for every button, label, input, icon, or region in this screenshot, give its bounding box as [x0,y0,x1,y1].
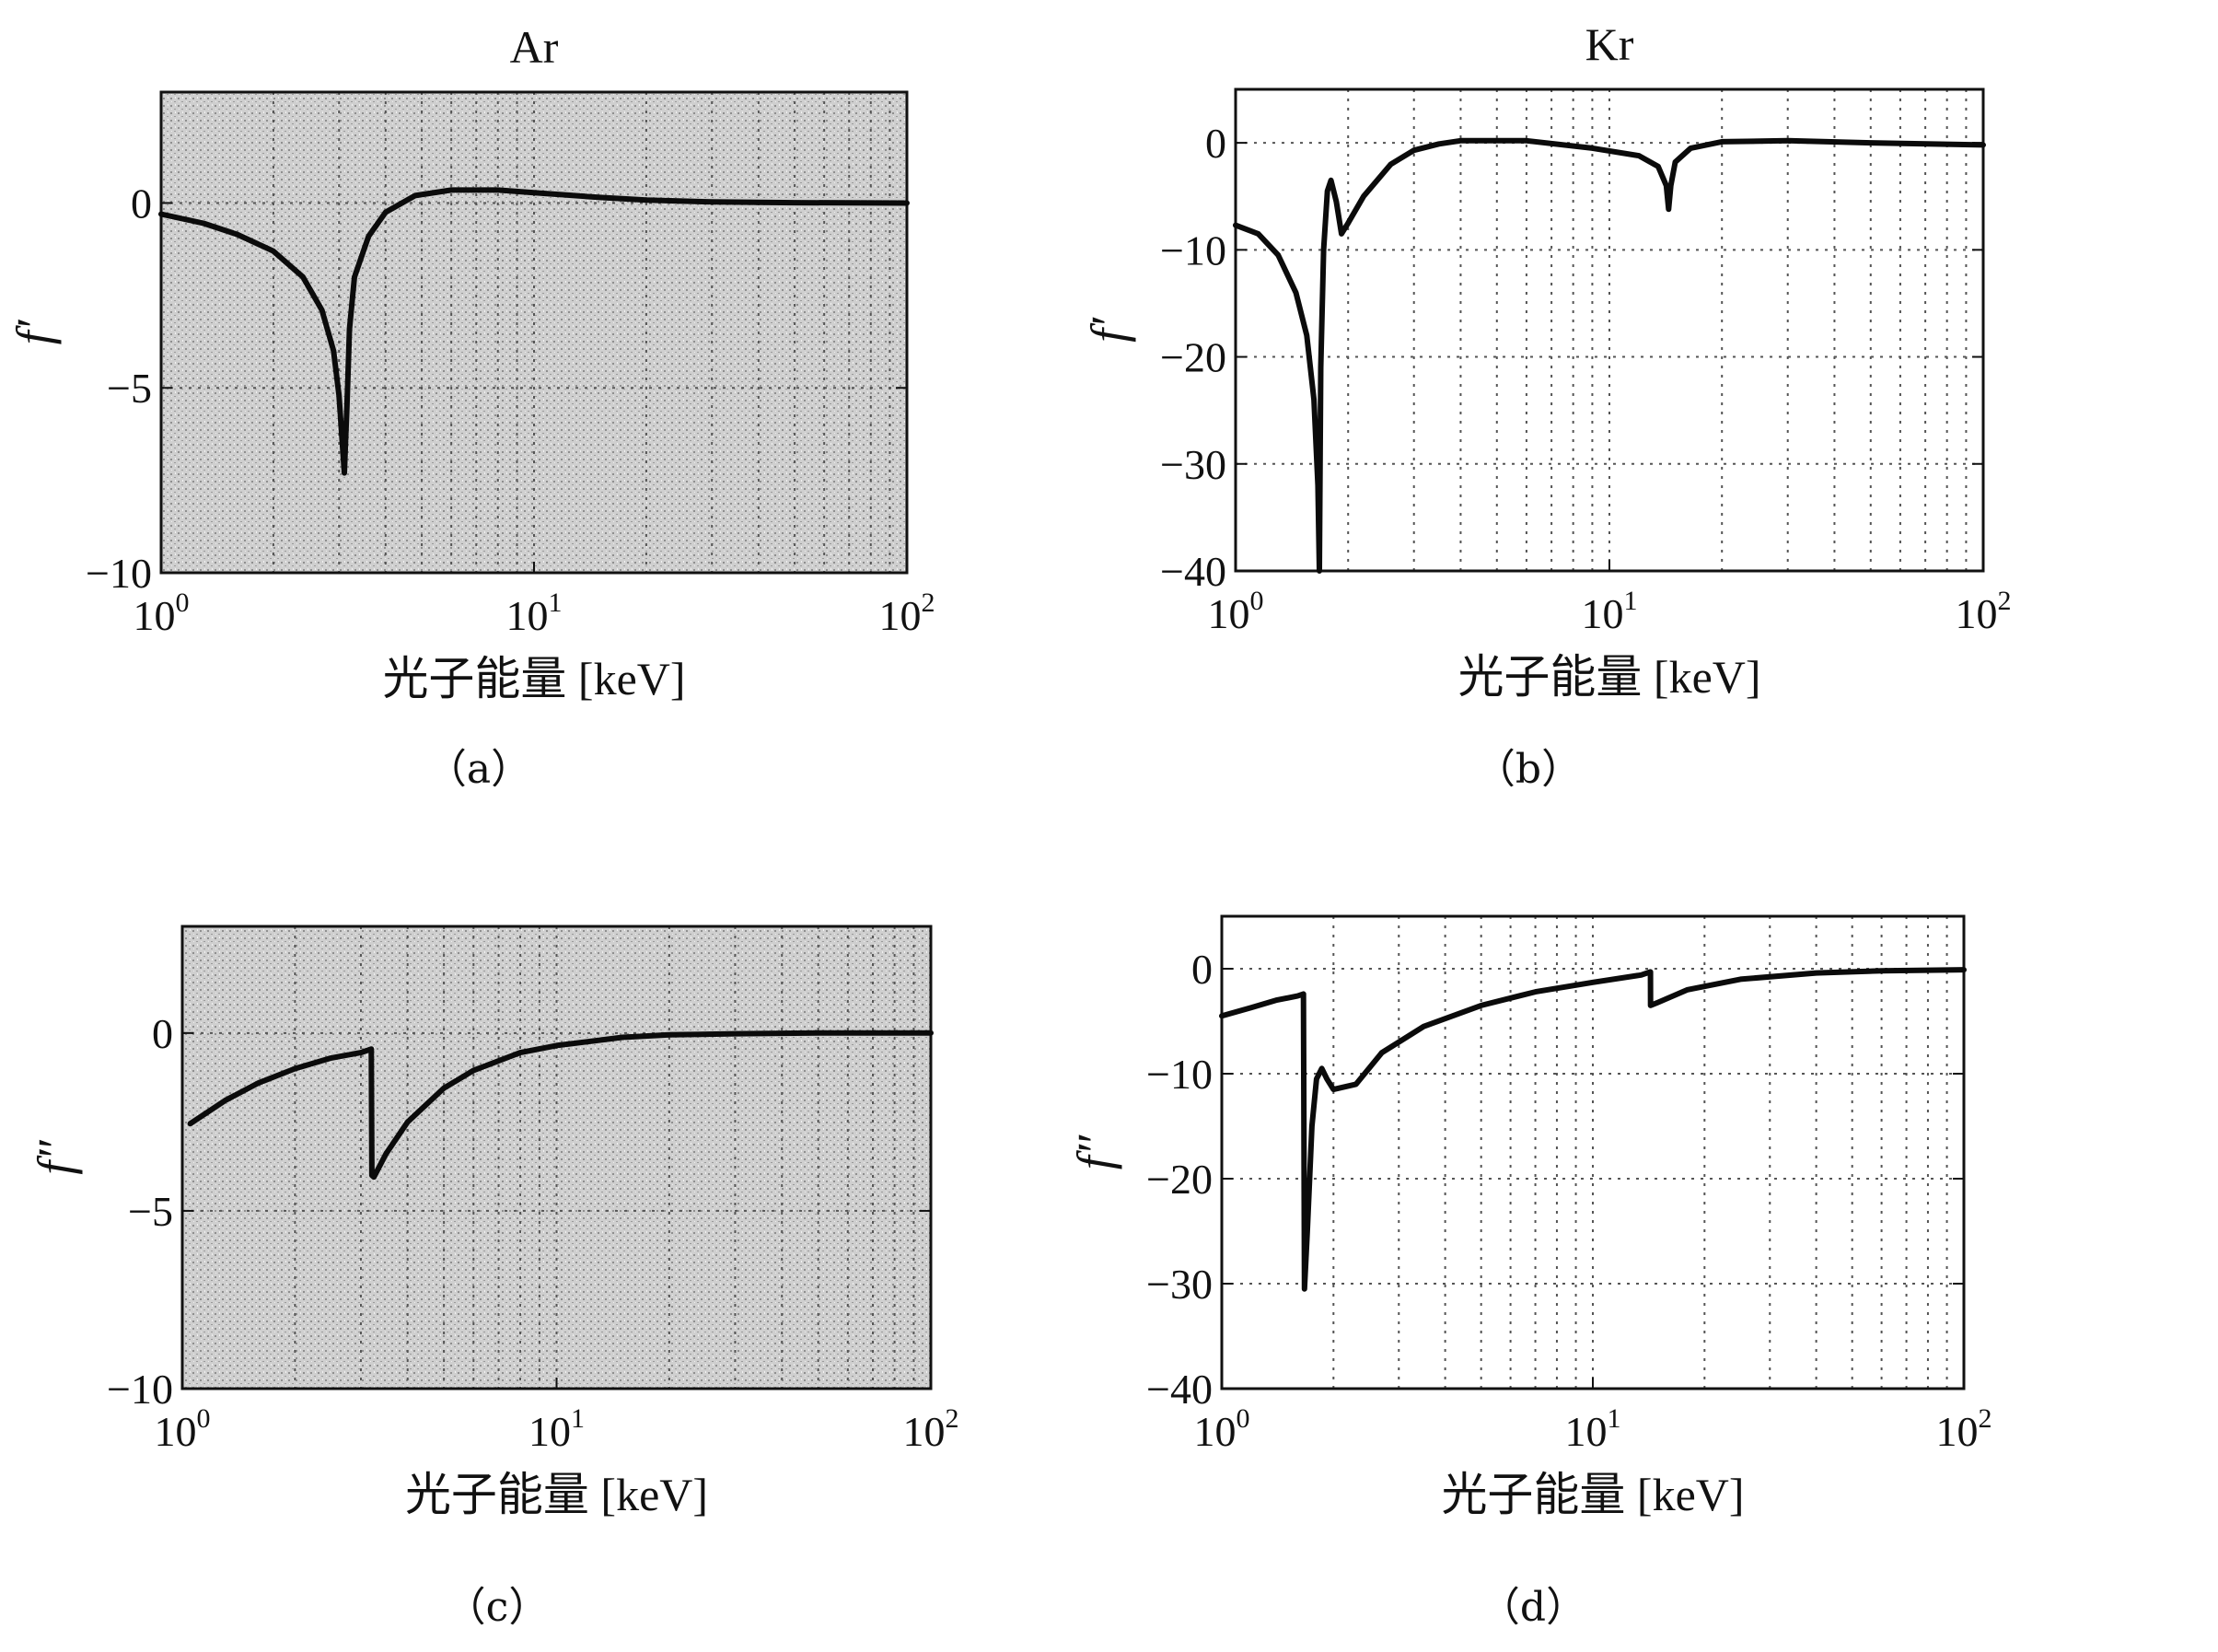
y-axis-label: f″ [28,1140,83,1175]
y-tick-label: −10 [1146,1051,1213,1098]
series-line-a [158,187,910,476]
series-line-b [1233,137,1986,574]
series-line-c [187,1030,934,1181]
x-tick-label: 101 [1565,1403,1621,1455]
plot-area-d [1222,916,1964,1389]
panel-caption: （c） [446,1584,550,1631]
y-tick-label: 0 [1205,120,1226,167]
chart-title: Kr [1585,18,1634,70]
x-tick-label: 102 [903,1403,959,1455]
y-tick-label: −10 [86,550,152,597]
y-tick-label: −30 [1160,441,1226,488]
y-tick-label: −5 [107,365,152,412]
y-tick-label: 0 [131,180,152,227]
chart-title: Ar [510,21,559,73]
x-tick-label: 101 [528,1403,585,1455]
y-axis-label: f′ [6,319,62,344]
panel-caption: （d） [1480,1584,1586,1631]
y-tick-label: −10 [1160,227,1226,273]
panel-caption: （b） [1475,746,1582,793]
y-tick-label: −20 [1146,1156,1213,1203]
y-tick-label: −20 [1160,334,1226,381]
series-line-d [1219,967,1967,1292]
x-axis-label: 光子能量 [keV] [1457,651,1760,703]
y-axis-label: f″ [1067,1134,1122,1169]
y-tick-label: −40 [1146,1366,1213,1413]
x-tick-label: 102 [1956,586,2012,637]
x-tick-label: 100 [1208,586,1264,637]
y-axis-label: f′ [1081,317,1136,343]
x-tick-label: 101 [506,588,563,639]
x-tick-label: 100 [134,588,190,639]
x-tick-label: 102 [1936,1403,1992,1455]
panel-caption: （a） [426,746,531,793]
y-tick-label: −5 [128,1188,173,1235]
x-tick-label: 102 [879,588,935,639]
x-tick-label: 100 [1194,1403,1250,1455]
x-tick-label: 100 [155,1403,211,1455]
x-axis-label: 光子能量 [keV] [382,653,685,704]
y-tick-label: −30 [1146,1261,1213,1308]
y-tick-label: 0 [1191,946,1213,993]
x-tick-label: 101 [1582,586,1638,637]
x-axis-label: 光子能量 [keV] [405,1469,708,1520]
y-tick-label: −40 [1160,548,1226,595]
y-tick-label: 0 [152,1010,173,1057]
x-axis-label: 光子能量 [keV] [1441,1469,1744,1520]
y-tick-label: −10 [107,1366,173,1413]
